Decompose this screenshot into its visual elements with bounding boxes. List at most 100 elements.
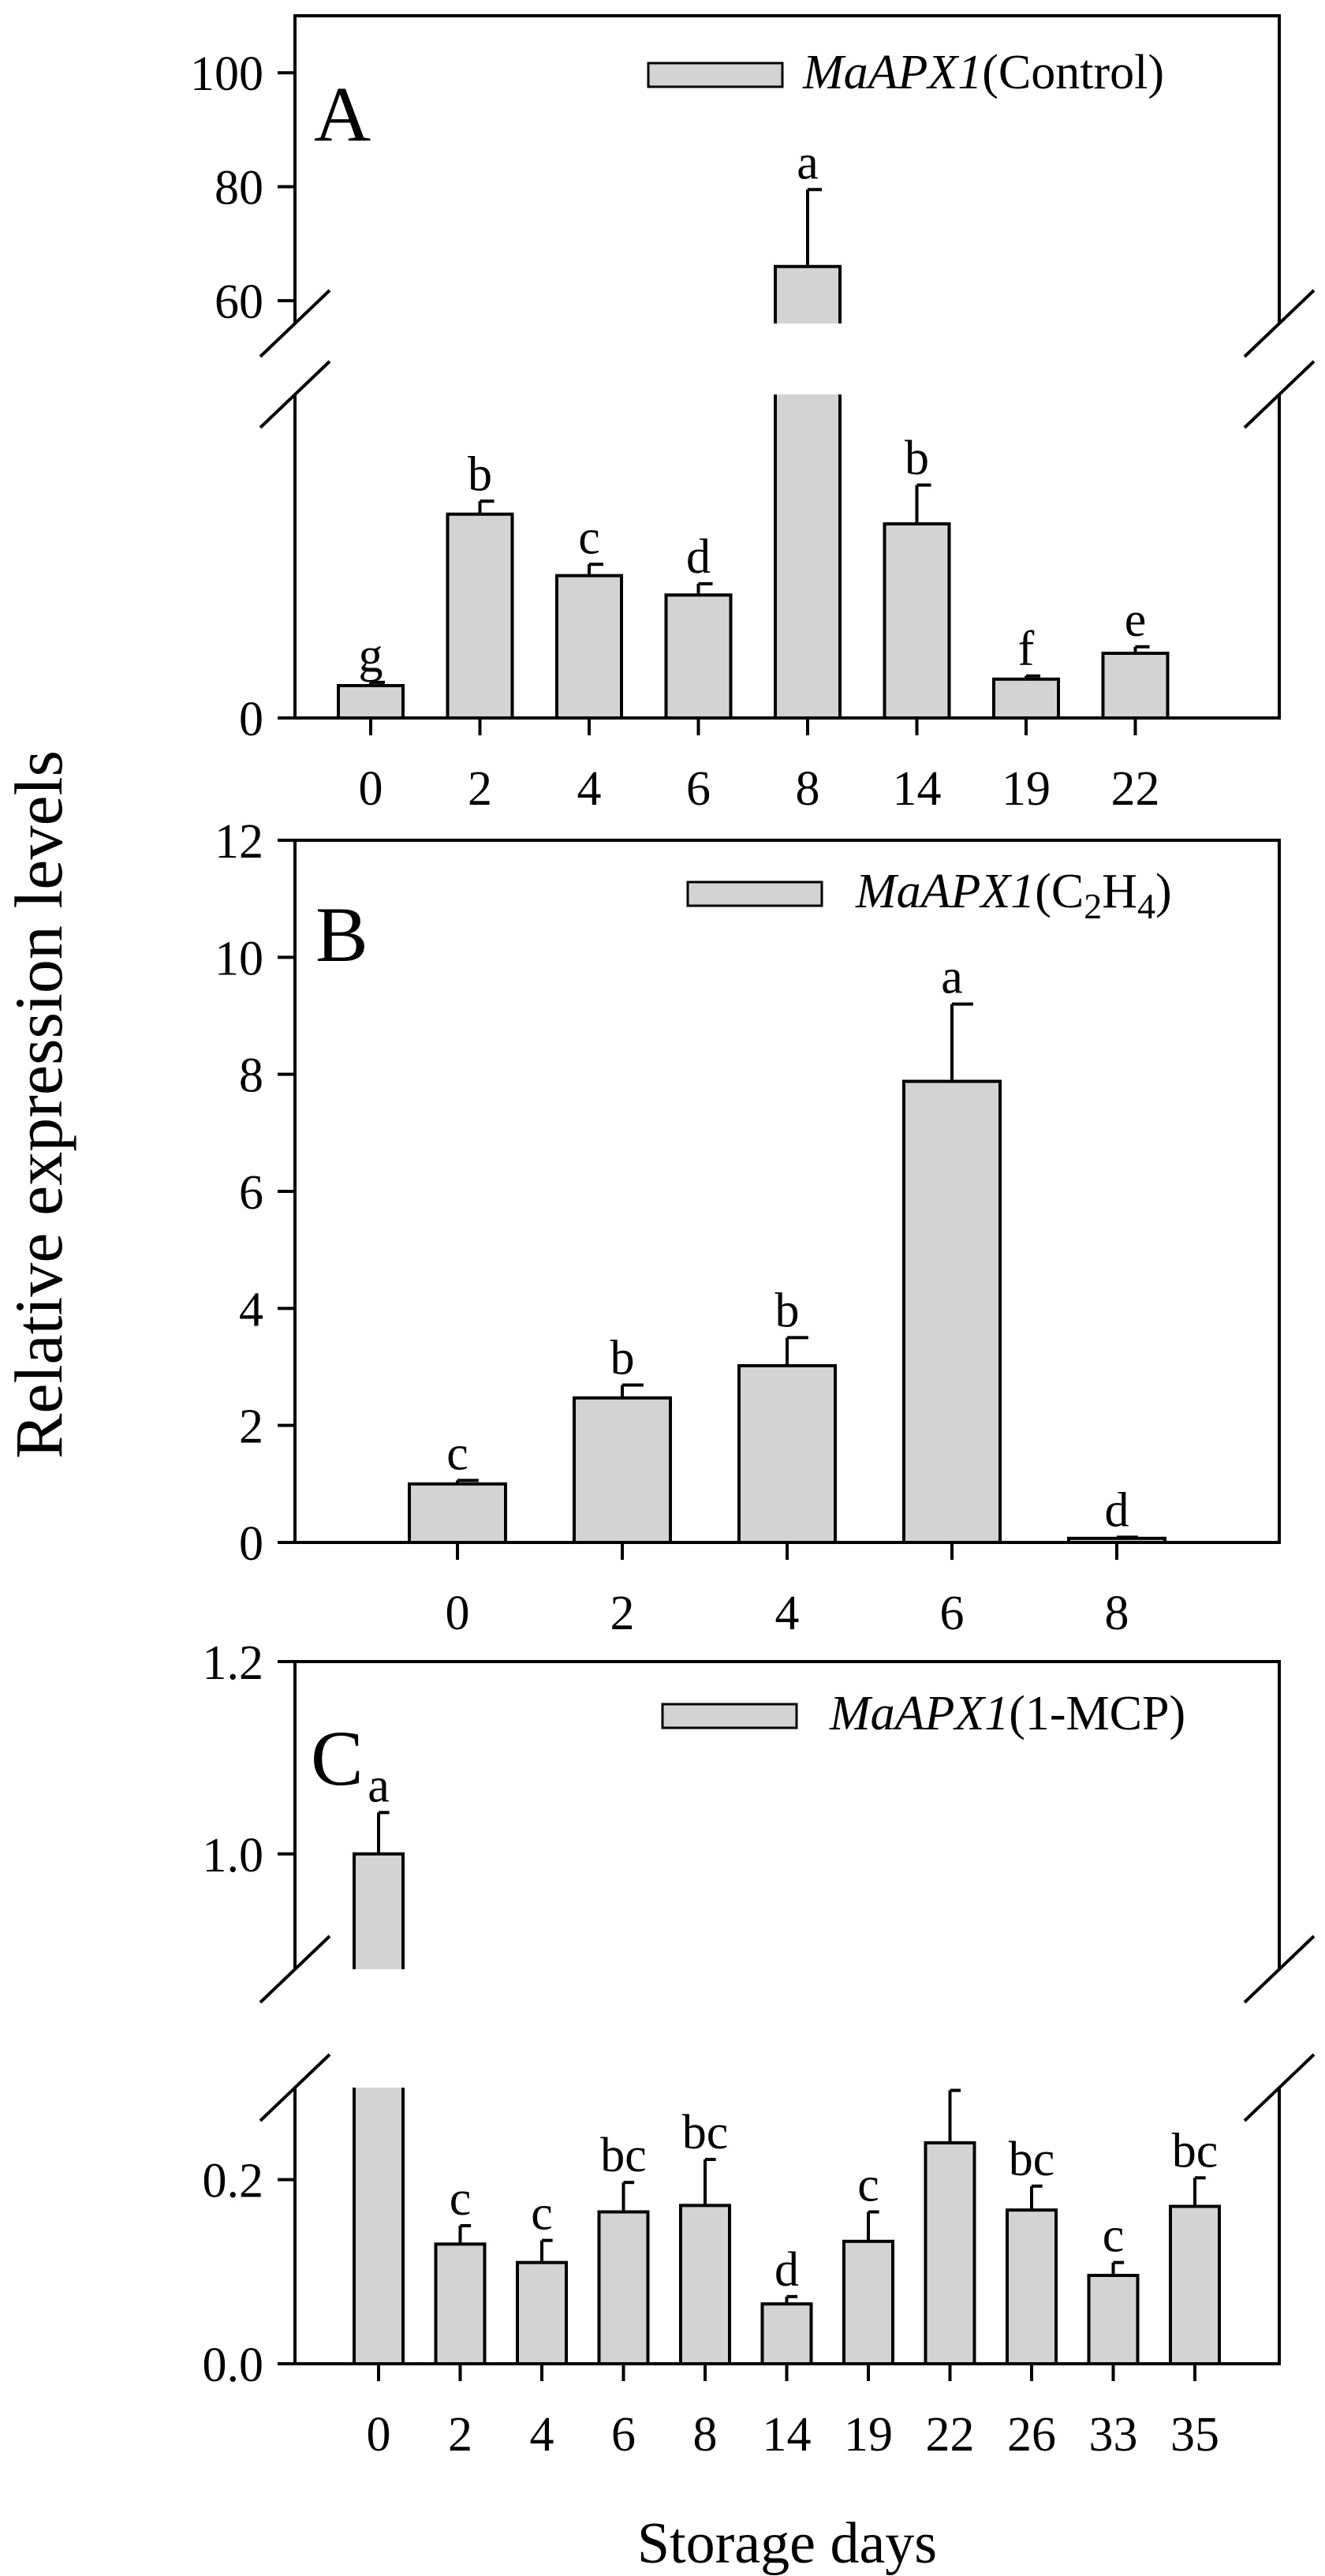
panel-c-xtick-label: 6	[611, 2408, 636, 2462]
panel-c-xtick-label: 14	[763, 2408, 812, 2462]
panel-c-bar-8	[679, 2204, 731, 2365]
panel-b-legend-suffix: )	[1155, 865, 1172, 918]
panel-b-legend-prefix: (C	[1035, 865, 1084, 918]
panel-b-significance-letter: d	[1105, 1483, 1129, 1537]
panel-a-significance-letter: g	[359, 629, 383, 682]
panel-c-label: C	[311, 1714, 364, 1802]
panel-b-legend: MaAPX1(C2H4)	[686, 865, 1172, 926]
panel-b-legend-mid: H	[1102, 865, 1137, 918]
panel-a-xtick-label: 4	[577, 762, 602, 816]
panel-c-significance-letter: bc	[682, 2106, 729, 2159]
panel-c-ytick-label: 0.2	[203, 2155, 264, 2208]
panel-c-xtick-label: 22	[926, 2408, 975, 2462]
panel-b-xtick-label: 2	[610, 1587, 635, 1640]
panel-b-xtick-label: 8	[1105, 1587, 1129, 1640]
panel-c-bar-26	[1006, 2208, 1058, 2366]
panel-c-bar-22	[924, 2141, 976, 2365]
panel-a-break-mark	[259, 360, 331, 429]
panel-a-legend-treatment: (Control)	[982, 46, 1164, 99]
panel-a-legend-gene: MaAPX1	[802, 46, 982, 99]
panel-c-break-mark	[1243, 1935, 1316, 2004]
panel-c-bar-14	[760, 2302, 813, 2366]
panel-c-break-mark	[1243, 2053, 1316, 2122]
panel-c-legend-swatch	[661, 1703, 798, 1729]
panel-b-bar-6	[902, 1079, 1002, 1544]
panel-c-ytick-label: 0.0	[203, 2339, 264, 2392]
panel-a-significance-letter: b	[905, 432, 929, 485]
panel-c-significance-letter: d	[774, 2243, 799, 2297]
panel-a-break-mark	[1243, 289, 1316, 358]
panel-b-ytick-label: 4	[239, 1283, 263, 1337]
panel-c-bar-35	[1169, 2204, 1221, 2365]
panel-b-ytick-label: 6	[239, 1166, 263, 1220]
panel-a-bar-19	[992, 677, 1060, 720]
y-axis-label: Relative expression levels	[1, 750, 77, 1459]
panel-c-bar-33	[1087, 2274, 1140, 2365]
panel-a-xtick-label: 2	[468, 762, 492, 816]
panel-c-legend: MaAPX1(1-MCP)	[661, 1687, 1185, 1740]
panel-a-legend-text: MaAPX1(Control)	[802, 46, 1164, 99]
panel-a-ytick-label: 100	[190, 47, 263, 101]
panel-c-xtick-label: 8	[693, 2408, 718, 2462]
panel-a-ytick-label: 60	[215, 275, 263, 329]
panel-c-bar-4	[516, 2260, 568, 2366]
panel-b-ytick-label: 0	[239, 1517, 263, 1571]
panel-c-significance-letter: c	[531, 2187, 553, 2241]
panel-a-bar-2	[446, 512, 514, 720]
panel-b-legend-text: MaAPX1(C2H4)	[855, 865, 1172, 926]
panel-a-bar-22	[1101, 652, 1170, 720]
panel-a-significance-letter: b	[468, 447, 492, 501]
panel-a-xtick-label: 19	[1002, 762, 1051, 816]
panel-b-significance-letter: c	[446, 1426, 468, 1480]
panel-a-axis-break	[271, 323, 1303, 394]
panel-a-legend: MaAPX1(Control)	[647, 46, 1164, 99]
panel-c-legend-gene: MaAPX1	[829, 1687, 1009, 1740]
panel-c-legend-treatment: (1-MCP)	[1009, 1687, 1185, 1740]
panel-a-bar-6	[664, 593, 733, 720]
panel-b-xtick-label: 0	[446, 1587, 470, 1640]
panel-b-ytick-label: 12	[215, 815, 263, 869]
panel-b-bar-0	[408, 1482, 507, 1545]
panel-c-significance-letter: bc	[1009, 2133, 1055, 2186]
panel-b-xtick-label: 6	[940, 1587, 965, 1640]
panel-b-xtick-label: 4	[775, 1587, 800, 1640]
panel-a-chart: A MaAPX1(Control) 0 60 80 100 g 0 b 2 c 4 d 6 a 8 b 14…	[190, 14, 1316, 816]
panel-a-significance-letter: d	[686, 530, 711, 584]
panel-b-bar-2	[573, 1396, 672, 1545]
panel-c-bar-0	[353, 1852, 405, 2365]
panel-b-label: B	[315, 891, 368, 978]
panel-a-significance-letter: e	[1125, 593, 1147, 647]
panel-c-axis-break	[271, 1969, 1303, 2088]
panel-c-significance-letter: a	[368, 1759, 390, 1812]
panel-a-bar-0	[337, 684, 405, 720]
panel-b-bar-8	[1067, 1536, 1166, 1545]
panel-a-xtick-label: 0	[359, 762, 383, 816]
panel-a-xtick-label: 14	[893, 762, 942, 816]
panel-a-xtick-label: 6	[686, 762, 711, 816]
panel-c-bar-19	[842, 2239, 894, 2365]
panel-a-significance-letter: f	[1018, 623, 1035, 676]
panel-a-bar-14	[883, 522, 951, 720]
panel-c-break-mark	[259, 2053, 331, 2122]
panel-c-significance-letter: bc	[1172, 2124, 1219, 2178]
panel-a-significance-letter: c	[578, 510, 600, 564]
panel-b-legend-swatch	[686, 880, 823, 907]
panel-a-xtick-label: 22	[1111, 762, 1160, 816]
panel-a-label: A	[314, 70, 371, 158]
panel-a-ytick-label: 0	[239, 693, 263, 746]
panel-b-significance-letter: b	[775, 1284, 800, 1337]
panel-a-bar-4	[555, 574, 623, 720]
panel-b-legend-sub2: 4	[1137, 886, 1155, 926]
panel-c-xtick-label: 4	[530, 2408, 554, 2462]
panel-b-ytick-label: 10	[215, 932, 263, 985]
panel-a-significance-letter: a	[797, 136, 819, 189]
panel-b-ytick-label: 2	[239, 1400, 263, 1454]
panel-c-significance-letter: c	[1103, 2209, 1125, 2263]
panel-b-ytick-label: 8	[239, 1049, 263, 1103]
panel-c-xtick-label: 26	[1007, 2408, 1056, 2462]
panel-a-xtick-label: 8	[796, 762, 820, 816]
panel-c-legend-text: MaAPX1(1-MCP)	[829, 1687, 1185, 1740]
panel-c-significance-letter: c	[450, 2172, 472, 2226]
